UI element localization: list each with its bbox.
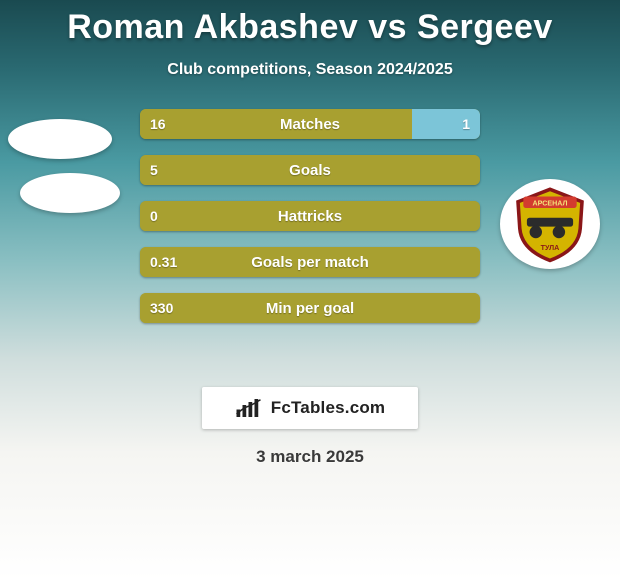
stat-bar-right	[412, 109, 480, 139]
player-right-badge: АРСЕНАЛ ТУЛА	[500, 179, 600, 269]
badge-bottom-text: ТУЛА	[541, 244, 560, 252]
stat-row: Goals5	[140, 155, 480, 185]
stat-row: Min per goal330	[140, 293, 480, 323]
stat-bar-left	[140, 247, 480, 277]
page-title: Roman Akbashev vs Sergeev	[0, 0, 620, 47]
stat-bars: Matches161 Goals5 Hattricks0 Goals per matc…	[140, 109, 480, 339]
stat-row: Matches161	[140, 109, 480, 139]
arsenal-tula-badge-icon: АРСЕНАЛ ТУЛА	[505, 184, 595, 264]
stat-row: Hattricks0	[140, 201, 480, 231]
player-left-avatar-1	[8, 119, 112, 159]
brand-box: FcTables.com	[202, 387, 418, 429]
bar-chart-icon	[235, 397, 265, 419]
brand-text: FcTables.com	[271, 398, 386, 418]
stat-bar-left	[140, 155, 480, 185]
stat-bar-left	[140, 293, 480, 323]
stat-bar-left	[140, 109, 412, 139]
date-text: 3 march 2025	[0, 447, 620, 467]
subtitle: Club competitions, Season 2024/2025	[0, 61, 620, 79]
player-left-avatar-2	[20, 173, 120, 213]
stat-bar-left	[140, 201, 480, 231]
stat-row: Goals per match0.31	[140, 247, 480, 277]
badge-top-text: АРСЕНАЛ	[533, 199, 568, 207]
comparison-stage: АРСЕНАЛ ТУЛА Matches161 Goals5 Hattricks0 G…	[0, 109, 620, 369]
